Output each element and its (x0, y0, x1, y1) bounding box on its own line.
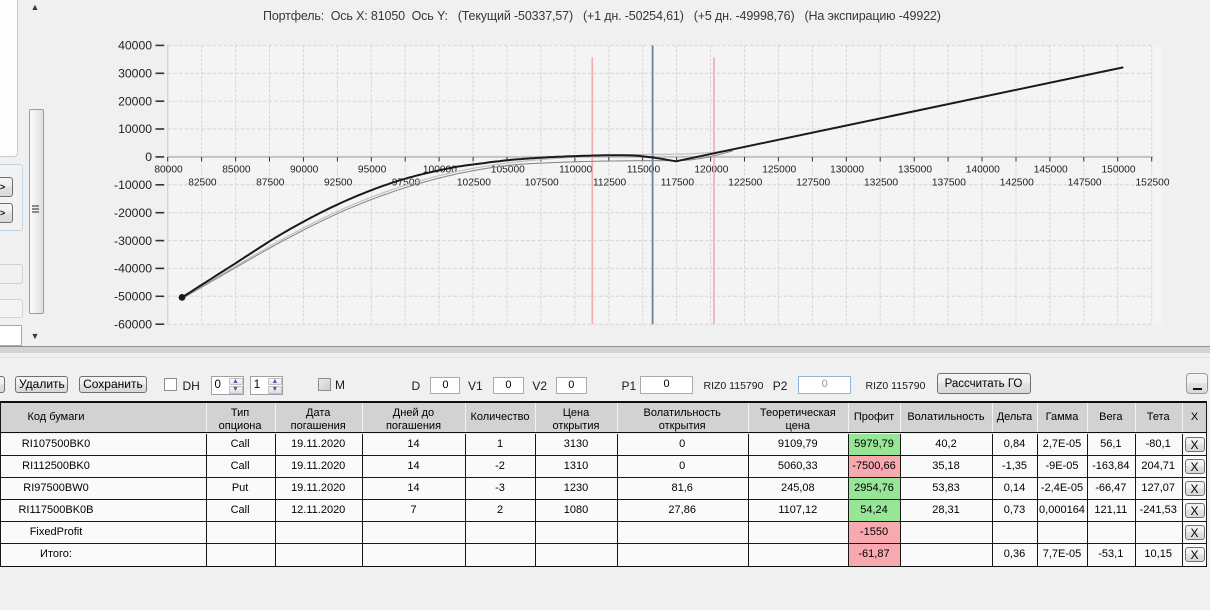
svg-text:152500: 152500 (1136, 178, 1170, 189)
svg-text:117500: 117500 (661, 178, 695, 189)
svg-text:82500: 82500 (188, 178, 217, 189)
svg-text:110000: 110000 (559, 165, 593, 176)
svg-text:85000: 85000 (222, 165, 251, 176)
svg-text:-10000: -10000 (114, 178, 152, 192)
svg-text:140000: 140000 (966, 165, 1000, 176)
svg-text:125000: 125000 (762, 165, 796, 176)
svg-text:0: 0 (145, 150, 152, 164)
svg-text:-20000: -20000 (114, 206, 152, 220)
svg-text:150000: 150000 (1102, 165, 1136, 176)
svg-text:95000: 95000 (358, 165, 387, 176)
svg-text:132500: 132500 (864, 178, 898, 189)
svg-text:90000: 90000 (290, 165, 319, 176)
svg-text:92500: 92500 (324, 178, 353, 189)
svg-text:107500: 107500 (525, 178, 559, 189)
svg-text:122500: 122500 (728, 178, 762, 189)
svg-text:10000: 10000 (118, 122, 152, 136)
svg-text:102500: 102500 (457, 178, 491, 189)
svg-text:-30000: -30000 (114, 234, 152, 248)
svg-text:105000: 105000 (491, 165, 525, 176)
svg-text:145000: 145000 (1034, 165, 1068, 176)
svg-text:30000: 30000 (118, 67, 152, 81)
svg-text:-60000: -60000 (114, 317, 152, 331)
svg-text:147500: 147500 (1068, 178, 1102, 189)
svg-text:142500: 142500 (1000, 178, 1034, 189)
svg-text:130000: 130000 (830, 165, 864, 176)
svg-text:135000: 135000 (898, 165, 932, 176)
svg-text:112500: 112500 (593, 178, 627, 189)
svg-text:40000: 40000 (118, 39, 152, 53)
svg-text:Портфель: Ось X: 81050 Ось Y: Портфель: Ось X: 81050 Ось Y: (Текущий -… (263, 9, 941, 23)
svg-text:-50000: -50000 (114, 290, 152, 304)
svg-text:87500: 87500 (256, 178, 285, 189)
svg-text:97500: 97500 (392, 178, 421, 189)
svg-text:20000: 20000 (118, 94, 152, 108)
svg-text:-40000: -40000 (114, 262, 152, 276)
svg-text:137500: 137500 (932, 178, 966, 189)
svg-text:115000: 115000 (627, 165, 661, 176)
svg-text:127500: 127500 (796, 178, 830, 189)
svg-text:80000: 80000 (154, 165, 183, 176)
svg-text:120000: 120000 (694, 165, 728, 176)
